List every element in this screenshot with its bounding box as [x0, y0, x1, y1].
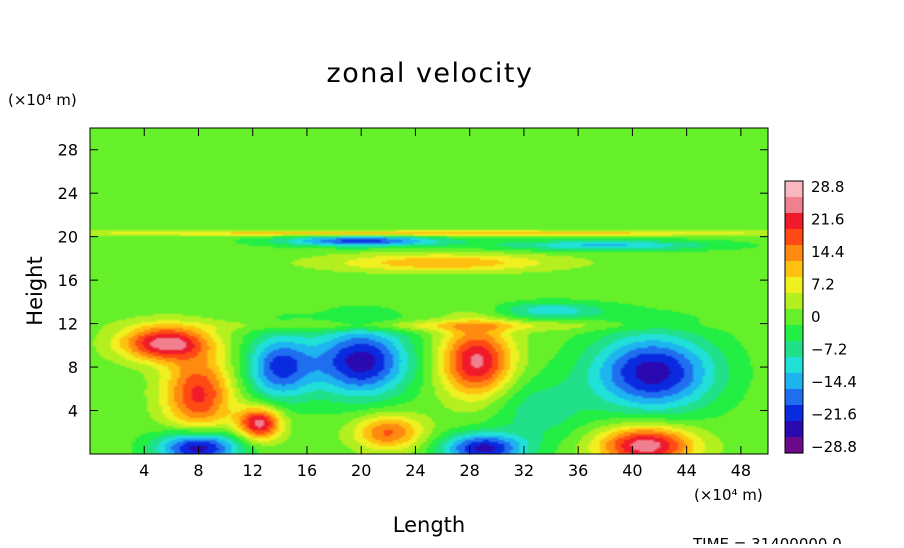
colorbar-label: 7.2 — [811, 276, 835, 294]
colorbar-label: 28.8 — [811, 178, 844, 196]
colorbar-swatch — [785, 325, 803, 342]
colorbar-swatch — [785, 341, 803, 358]
x-tick-label: 8 — [193, 461, 203, 480]
y-tick-label: 8 — [68, 358, 78, 377]
x-tick-label: 20 — [351, 461, 371, 480]
x-tick-label: 36 — [568, 461, 588, 480]
y-tick-label: 28 — [58, 141, 78, 160]
colorbar-swatch — [785, 405, 803, 422]
x-axis-unit: (×10⁴ m) — [694, 486, 763, 504]
y-tick-label: 16 — [58, 271, 78, 290]
colorbar-swatch — [785, 389, 803, 406]
colorbar-swatch — [785, 357, 803, 374]
y-tick-label: 24 — [58, 184, 78, 203]
x-axis-ticks: 4 8 12 16 20 24 28 32 36 40 44 48 — [139, 128, 751, 480]
colorbar-swatch — [785, 277, 803, 294]
x-tick-label: 48 — [731, 461, 751, 480]
colorbar-swatch — [785, 293, 803, 310]
colorbar-swatch — [785, 213, 803, 230]
x-tick-label: 40 — [622, 461, 642, 480]
x-tick-label: 44 — [676, 461, 696, 480]
colorbar-swatch — [785, 309, 803, 326]
x-tick-label: 4 — [139, 461, 149, 480]
colorbar-swatch — [785, 421, 803, 438]
colorbar-swatch — [785, 245, 803, 262]
colorbar-swatch — [785, 373, 803, 390]
colorbar-label: −14.4 — [811, 373, 857, 391]
colorbar-label: 21.6 — [811, 211, 844, 229]
colorbar-label: −21.6 — [811, 406, 857, 424]
time-annotation: TIME = 31400000.0 — [692, 535, 842, 544]
y-tick-label: 4 — [68, 402, 78, 421]
colorbar-label: 14.4 — [811, 243, 844, 261]
chart-title: zonal velocity — [327, 58, 534, 89]
colorbar-frame — [784, 180, 804, 454]
y-axis-ticks: 4 8 12 16 20 24 28 — [58, 141, 768, 421]
colorbar-swatch — [785, 229, 803, 246]
x-tick-label: 16 — [297, 461, 317, 480]
y-tick-label: 12 — [58, 315, 78, 334]
colorbar-label: 0 — [811, 308, 821, 326]
colorbar-swatch — [785, 197, 803, 214]
colorbar-swatch — [785, 437, 803, 454]
x-tick-label: 28 — [460, 461, 480, 480]
x-tick-label: 24 — [405, 461, 425, 480]
colorbar-swatch — [785, 261, 803, 278]
y-axis-label: Height — [23, 256, 47, 325]
y-tick-label: 20 — [58, 228, 78, 247]
x-tick-label: 12 — [243, 461, 263, 480]
colorbar-label: −28.8 — [811, 438, 857, 456]
colorbar-label: −7.2 — [811, 341, 847, 359]
colorbar: 28.8 21.6 14.4 7.2 0 −7.2 −14.4 −21.6 −28.8 — [784, 178, 857, 456]
x-tick-label: 32 — [514, 461, 534, 480]
y-axis-unit: (×10⁴ m) — [8, 91, 77, 109]
plot-area — [90, 128, 768, 454]
x-axis-label: Length — [393, 513, 465, 537]
heatmap-field — [90, 128, 768, 454]
colorbar-swatch — [785, 181, 803, 198]
plot-frame — [89, 127, 769, 455]
